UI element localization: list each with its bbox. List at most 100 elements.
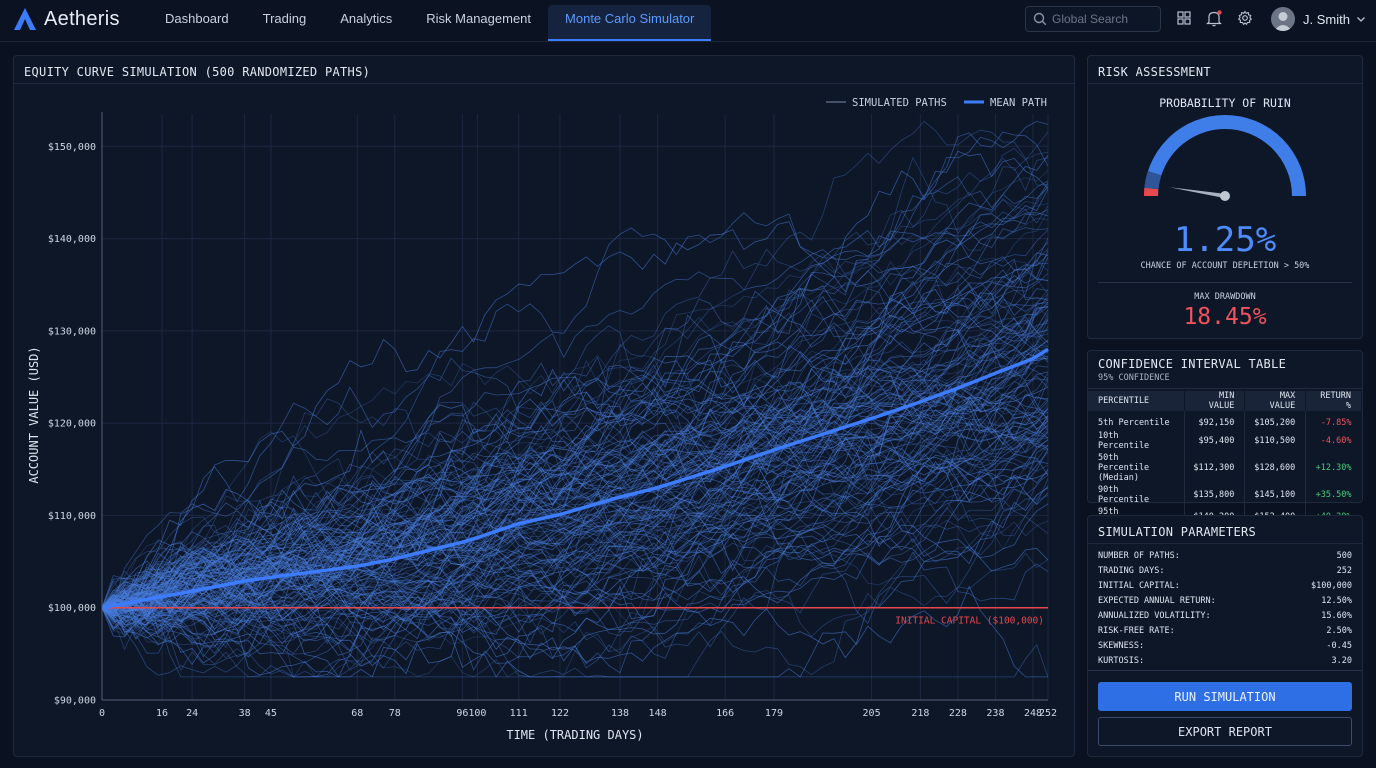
simulated-path <box>101 384 1049 613</box>
x-tick-label: 24 <box>186 708 198 719</box>
param-value: 252 <box>1336 566 1352 576</box>
cell-min: $95,400 <box>1184 430 1246 452</box>
simulated-path <box>101 258 1049 630</box>
drawdown-value: 18.45% <box>1183 304 1267 330</box>
simulated-path <box>101 454 1049 618</box>
simulated-path <box>101 474 1049 659</box>
x-tick-label: 138 <box>611 708 629 719</box>
simulated-path <box>101 230 1049 614</box>
ci-panel-title: CONFIDENCE INTERVAL TABLE <box>1098 357 1287 371</box>
gear-icon[interactable] <box>1237 10 1253 26</box>
param-row: RISK-FREE RATE: 2.50% <box>1098 624 1352 639</box>
y-axis-label: ACCOUNT VALUE (USD) <box>27 346 41 483</box>
col-header-max: MAX VALUE <box>1244 391 1307 411</box>
simulated-path <box>101 431 1049 613</box>
y-tick-label: $100,000 <box>48 603 96 614</box>
equity-curve-panel: EQUITY CURVE SIMULATION (500 RANDOMIZED … <box>13 55 1075 757</box>
simulated-path <box>101 250 1049 609</box>
cell-return: -7.85% <box>1320 417 1352 428</box>
simulated-path <box>101 344 1049 608</box>
simulated-path <box>101 120 1049 609</box>
simulated-path <box>101 254 1049 609</box>
simulated-path <box>101 395 1049 640</box>
run-simulation-button[interactable]: RUN SIMULATION <box>1098 682 1352 711</box>
user-menu[interactable]: J. Smith <box>1271 7 1366 31</box>
param-value: $100,000 <box>1311 581 1352 591</box>
table-row: 90th Percentile $135,800 $145,100 +35.50… <box>1088 484 1362 506</box>
cell-percentile: 5th Percentile <box>1088 411 1185 430</box>
chart-panel-header: EQUITY CURVE SIMULATION (500 RANDOMIZED … <box>14 56 1074 84</box>
simulated-path <box>101 332 1049 628</box>
search-input[interactable] <box>1052 12 1156 26</box>
param-label: NUMBER OF PATHS: <box>1098 551 1180 561</box>
aetheris-logo-icon <box>14 8 36 30</box>
bell-icon[interactable] <box>1206 10 1222 27</box>
nav-risk-management[interactable]: Risk Management <box>426 11 532 26</box>
nav-analytics[interactable]: Analytics <box>340 11 393 26</box>
simulated-path <box>101 503 1049 608</box>
simulated-path <box>101 411 1049 609</box>
simulated-path <box>101 349 1049 645</box>
nav-trading[interactable]: Trading <box>262 11 307 26</box>
param-row: EXPECTED ANNUAL RETURN: 12.50% <box>1098 594 1352 609</box>
simulated-path <box>101 340 1049 611</box>
initial-capital-label: INITIAL CAPITAL ($100,000) <box>895 616 1044 627</box>
x-tick-label: 122 <box>551 708 569 719</box>
simulated-path <box>101 248 1049 625</box>
simulated-path <box>101 327 1049 609</box>
cell-percentile: 10th Percentile <box>1088 430 1185 452</box>
ruin-value: 1.25% <box>1173 220 1277 260</box>
nav-monte-carlo-simulator[interactable]: Monte Carlo Simulator <box>548 5 712 41</box>
user-name: J. Smith <box>1303 11 1350 27</box>
simulated-path <box>101 273 1049 609</box>
param-label: INITIAL CAPITAL: <box>1098 581 1180 591</box>
simulated-path <box>101 260 1049 609</box>
legend-label-mean: MEAN PATH <box>990 97 1047 109</box>
simulated-path <box>101 395 1049 645</box>
grid-icon[interactable] <box>1176 10 1192 26</box>
x-tick-label: 252 <box>1039 708 1057 719</box>
simulated-path <box>101 447 1049 678</box>
simulated-path <box>101 217 1049 619</box>
simulated-path <box>101 323 1049 614</box>
x-tick-label: 218 <box>911 708 929 719</box>
simulated-path <box>101 381 1049 608</box>
nav-dashboard[interactable]: Dashboard <box>165 11 229 26</box>
confidence-interval-table: PERCENTILE MIN VALUE MAX VALUE RETURN % … <box>1088 391 1362 528</box>
simulated-path <box>101 131 1049 628</box>
simulated-path <box>101 302 1049 630</box>
simulated-path <box>101 402 1049 678</box>
simulated-path <box>101 441 1049 622</box>
x-tick-label: 179 <box>765 708 783 719</box>
simulated-path <box>101 349 1049 643</box>
simulated-path <box>101 229 1049 617</box>
ruin-gauge <box>1144 115 1306 201</box>
gauge-low-zone <box>1144 170 1162 190</box>
table-row: 10th Percentile $95,400 $110,500 -4.60% <box>1088 430 1362 452</box>
user-avatar-icon <box>1274 12 1292 31</box>
simulated-path <box>101 188 1049 626</box>
simulated-path <box>101 334 1049 614</box>
global-search[interactable] <box>1025 6 1161 32</box>
param-label: ANNUALIZED VOLATILITY: <box>1098 611 1211 621</box>
x-axis-label: TIME (TRADING DAYS) <box>506 728 643 742</box>
mean-path-line <box>101 347 1049 610</box>
cell-percentile: 90th Percentile <box>1088 484 1185 506</box>
y-tick-label: $130,000 <box>48 326 96 337</box>
param-label: TRADING DAYS: <box>1098 566 1165 576</box>
cell-max: $105,200 <box>1244 411 1307 430</box>
simulated-path <box>101 268 1049 609</box>
export-report-button[interactable]: EXPORT REPORT <box>1098 717 1352 746</box>
avatar <box>1271 7 1295 31</box>
simulated-path <box>101 289 1049 625</box>
param-label: EXPECTED ANNUAL RETURN: <box>1098 596 1216 606</box>
simulated-path <box>101 198 1049 609</box>
parameters-list: NUMBER OF PATHS: 500 TRADING DAYS: 252 INI… <box>1098 549 1352 669</box>
simulated-path <box>101 281 1049 609</box>
simulated-path <box>101 358 1049 655</box>
simulated-path <box>101 365 1049 610</box>
simulated-path <box>101 424 1049 609</box>
simulated-path <box>101 478 1049 614</box>
brand-logo[interactable]: Aetheris <box>12 6 120 32</box>
x-tick-label: 205 <box>863 708 881 719</box>
